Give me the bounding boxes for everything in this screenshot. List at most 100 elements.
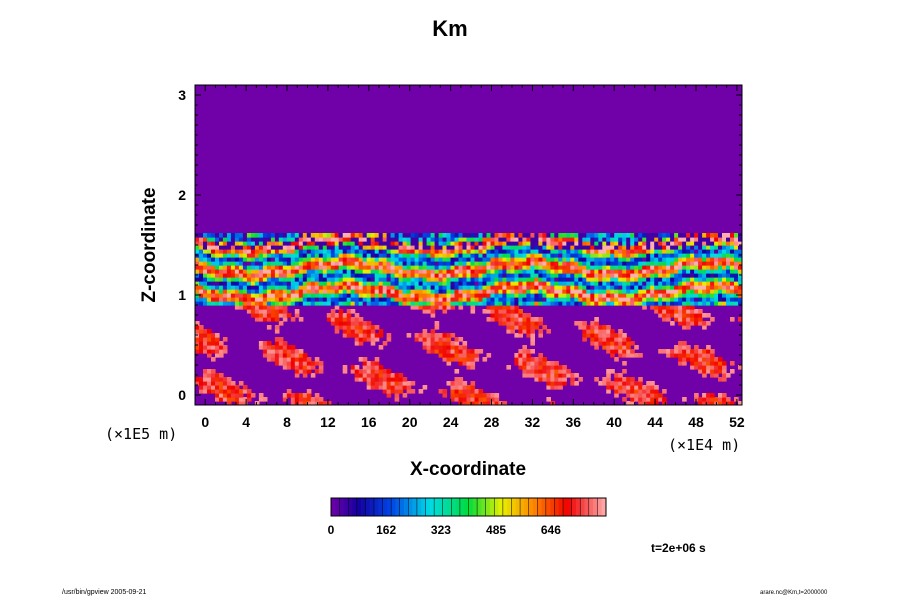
field-cell (326, 269, 332, 274)
field-cell (406, 249, 412, 254)
field-cell (574, 245, 579, 250)
field-cell (354, 341, 360, 346)
field-cell (462, 361, 468, 366)
field-cell (650, 293, 655, 298)
field-cell (246, 233, 252, 238)
field-cell (638, 397, 643, 402)
field-cell (670, 349, 675, 354)
field-cell (215, 297, 220, 302)
field-cell (458, 361, 464, 366)
field-cell (598, 285, 603, 290)
field-cell (258, 317, 264, 322)
field-cell (682, 313, 687, 318)
field-cell (586, 261, 591, 266)
field-cell (302, 277, 308, 282)
field-cell (346, 237, 352, 242)
field-cell (494, 245, 500, 250)
field-cell (362, 241, 368, 246)
field-cell (570, 273, 575, 278)
field-cell (486, 281, 492, 286)
field-cell (434, 297, 440, 302)
field-cell (370, 301, 376, 306)
field-cell (646, 397, 651, 402)
field-cell (382, 297, 388, 302)
field-cell (203, 265, 208, 270)
field-cell (630, 301, 635, 306)
field-cell (422, 233, 428, 238)
field-cell (510, 245, 515, 250)
field-cell (650, 393, 655, 398)
field-cell (422, 329, 428, 334)
field-cell (542, 373, 547, 378)
field-cell (390, 277, 396, 282)
field-cell (350, 321, 356, 326)
field-cell (278, 345, 284, 350)
field-cell (550, 373, 555, 378)
field-cell (282, 289, 288, 294)
field-cell (562, 281, 567, 286)
field-cell (462, 269, 468, 274)
field-cell (394, 389, 400, 394)
field-cell (610, 277, 615, 282)
field-cell (474, 265, 480, 270)
field-cell (642, 277, 647, 282)
field-cell (734, 261, 739, 266)
field-cell (302, 361, 308, 366)
field-cell (382, 281, 388, 286)
colorbar-swatch (481, 498, 486, 516)
field-cell (402, 289, 408, 294)
y-tick-label: 1 (178, 287, 186, 303)
field-cell (382, 257, 388, 262)
field-cell (290, 245, 296, 250)
field-cell (658, 277, 663, 282)
field-cell (514, 297, 519, 302)
field-cell (694, 265, 699, 270)
field-cell (418, 257, 424, 262)
field-cell (199, 285, 204, 290)
field-cell (706, 245, 711, 250)
field-cell (558, 253, 563, 258)
field-cell (446, 293, 452, 298)
field-cell (494, 237, 500, 242)
field-cell (490, 273, 496, 278)
field-cell (614, 389, 619, 394)
field-cell (622, 281, 627, 286)
field-cell (222, 265, 228, 270)
field-cell (702, 301, 707, 306)
field-cell (618, 277, 623, 282)
field-cell (702, 321, 707, 326)
field-cell (542, 261, 547, 266)
field-cell (526, 333, 531, 338)
field-cell (306, 281, 312, 286)
field-cell (394, 253, 400, 258)
field-cell (446, 353, 452, 358)
field-cell (614, 393, 619, 398)
field-cell (686, 293, 691, 298)
field-cell (450, 301, 456, 306)
field-cell (522, 257, 527, 262)
field-cell (722, 253, 727, 258)
field-cell (546, 245, 551, 250)
field-cell (518, 281, 523, 286)
field-cell (542, 249, 547, 254)
field-cell (590, 261, 595, 266)
field-cell (382, 369, 388, 374)
field-cell (662, 249, 667, 254)
field-cell (462, 401, 468, 405)
field-cell (266, 317, 272, 322)
field-cell (562, 245, 567, 250)
field-cell (282, 345, 288, 350)
field-cell (646, 233, 651, 238)
field-cell (702, 393, 707, 398)
field-cell (718, 301, 723, 306)
field-cell (510, 289, 515, 294)
field-cell (646, 261, 651, 266)
field-cell (266, 273, 272, 278)
field-cell (398, 249, 404, 254)
field-cell (518, 273, 523, 278)
field-cell (422, 293, 428, 298)
field-cell (454, 353, 460, 358)
field-cell (358, 333, 364, 338)
field-cell (430, 341, 436, 346)
field-cell (502, 309, 507, 314)
